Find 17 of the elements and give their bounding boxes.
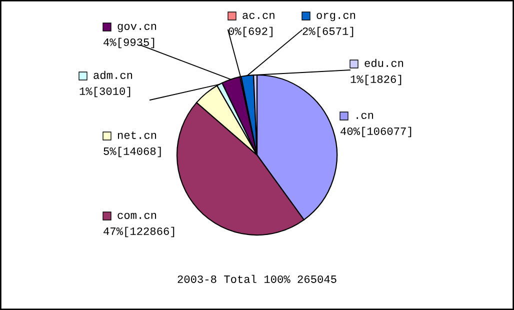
- legend-label: gov.cn: [118, 24, 156, 32]
- legend-label: com.cn: [118, 212, 156, 219]
- legend-label: .cn: [356, 112, 374, 119]
- legend-label: org.cn: [316, 12, 356, 22]
- legend-label: net.cn: [118, 131, 156, 139]
- data-label: 2%[6571]: [302, 26, 354, 38]
- data-label: 47%[122866]: [104, 226, 174, 238]
- data-label: 4%[9935]: [104, 38, 154, 48]
- text: 2003-8 Total 100% 265045: [178, 274, 336, 283]
- legend-label: ac.cn: [242, 12, 274, 19]
- data-label: 40%[106077]: [340, 126, 412, 138]
- legend-label: adm.cn: [94, 70, 132, 80]
- legend-label: edu.cn: [364, 58, 404, 68]
- data-label: 5%[14068]: [104, 146, 161, 158]
- data-label: 0%[692]: [228, 26, 272, 38]
- data-label: 1%[3010]: [80, 86, 130, 98]
- data-label: 1%[1826]: [350, 74, 402, 86]
